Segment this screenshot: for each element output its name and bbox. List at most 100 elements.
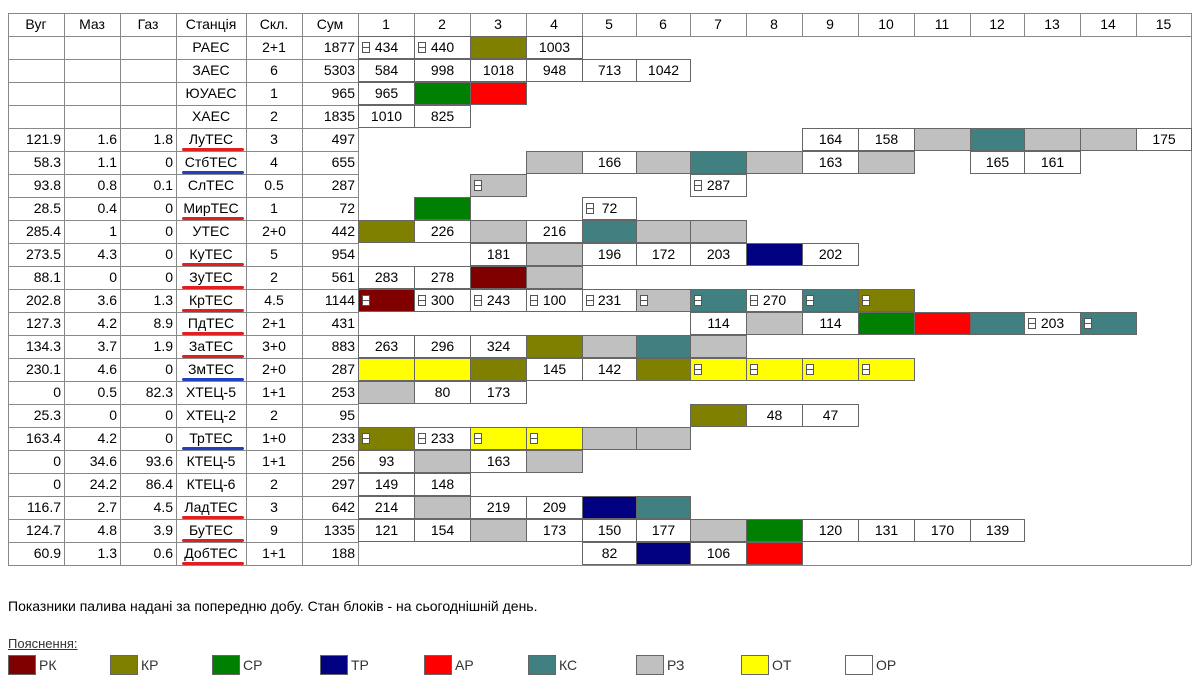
block-value: 149 xyxy=(374,476,399,492)
station-underline xyxy=(182,378,244,381)
composition-value: 1+0 xyxy=(262,430,286,446)
total-value: 497 xyxy=(331,131,355,147)
unit-block-1 xyxy=(358,381,415,404)
coal-value: 230.1 xyxy=(25,361,61,377)
unit-block-5: 196 xyxy=(582,243,637,266)
coal-value xyxy=(10,36,61,59)
gas-value: 1.9 xyxy=(153,338,173,354)
station-name: ДобТЕС xyxy=(184,545,238,561)
legend-swatch xyxy=(424,655,452,675)
unit-block-2: 825 xyxy=(414,105,471,128)
grid-line-v xyxy=(914,13,915,36)
block-value: 965 xyxy=(374,85,399,101)
grid-line-v xyxy=(636,13,637,36)
total-value: 965 xyxy=(331,85,355,101)
unit-block-4: 216 xyxy=(526,220,583,243)
gas-value: 0.6 xyxy=(153,545,173,561)
header-block-2: 2 xyxy=(438,16,446,32)
unit-block-4: 145 xyxy=(526,358,583,381)
unit-block-10: 131 xyxy=(858,519,915,542)
header-block-8: 8 xyxy=(770,16,778,32)
unit-block-1: 584 xyxy=(358,59,415,82)
grid-line-h xyxy=(8,128,358,129)
fuel-oil-value xyxy=(66,59,117,82)
block-value: 72 xyxy=(601,200,618,216)
unit-block-4: 948 xyxy=(526,59,583,82)
composition-value: 1+1 xyxy=(262,384,286,400)
fuel-oil-value: 4.2 xyxy=(97,430,117,446)
station-name: КТЕЦ-6 xyxy=(186,476,236,492)
block-value: 80 xyxy=(434,384,451,400)
grid-line-h xyxy=(8,151,358,152)
total-value: 188 xyxy=(331,545,355,561)
legend-label: КР xyxy=(141,657,159,673)
total-value: 561 xyxy=(331,269,355,285)
unit-block-10 xyxy=(858,289,915,312)
unit-block-5: 231 xyxy=(582,289,637,312)
unit-block-4: 100 xyxy=(526,289,583,312)
station-name: ХТЕЦ-5 xyxy=(185,384,237,400)
unit-block-7 xyxy=(690,335,747,358)
total-value: 431 xyxy=(331,315,355,331)
legend-label: АР xyxy=(455,657,474,673)
composition-value: 1 xyxy=(270,200,278,216)
legend-label: ОТ xyxy=(772,657,792,673)
grid-line-v xyxy=(302,13,303,565)
block-value: 164 xyxy=(818,131,843,147)
status-marker xyxy=(418,42,426,53)
station-name: ЗаТЕС xyxy=(188,338,234,354)
unit-block-14 xyxy=(1080,312,1137,335)
coal-value: 0 xyxy=(53,476,61,492)
station-name: МирТЕС xyxy=(183,200,239,216)
station-underline xyxy=(182,539,244,542)
station-name: ХТЕЦ-2 xyxy=(185,407,237,423)
gas-value: 0 xyxy=(165,154,173,170)
block-value: 196 xyxy=(597,246,622,262)
block-value: 158 xyxy=(874,131,899,147)
composition-value: 4 xyxy=(270,154,278,170)
coal-value: 93.8 xyxy=(33,177,61,193)
total-value: 1877 xyxy=(323,39,355,55)
gas-value xyxy=(122,59,173,82)
total-value: 233 xyxy=(331,430,355,446)
unit-block-1: 965 xyxy=(358,82,415,105)
block-value: 300 xyxy=(430,292,455,308)
unit-block-9 xyxy=(802,358,859,381)
unit-block-2: 300 xyxy=(414,289,471,312)
gas-value xyxy=(122,105,173,128)
coal-value: 60.9 xyxy=(33,545,61,561)
unit-block-2: 233 xyxy=(414,427,471,450)
station-name: РАЕС xyxy=(192,39,230,55)
composition-value: 3+0 xyxy=(262,338,286,354)
station-name: УТЕС xyxy=(192,223,230,239)
block-value: 170 xyxy=(930,522,955,538)
legend-swatch xyxy=(845,655,873,675)
fuel-oil-value: 4.2 xyxy=(97,315,117,331)
block-value: 154 xyxy=(430,522,455,538)
total-value: 72 xyxy=(339,200,355,216)
unit-block-6 xyxy=(636,289,691,312)
status-marker xyxy=(862,295,870,306)
unit-block-2 xyxy=(414,358,471,381)
grid-line-h xyxy=(8,565,1191,566)
unit-block-6 xyxy=(636,335,691,358)
unit-block-5: 72 xyxy=(582,197,637,220)
station-name: КрТЕС xyxy=(189,292,233,308)
station-underline xyxy=(182,309,244,312)
block-value: 166 xyxy=(597,154,622,170)
fuel-oil-value: 1.3 xyxy=(97,545,117,561)
unit-block-1 xyxy=(358,358,415,381)
header-block-4: 4 xyxy=(550,16,558,32)
block-value: 287 xyxy=(706,177,731,193)
unit-block-4 xyxy=(526,243,583,266)
unit-block-5: 166 xyxy=(582,151,637,174)
unit-block-10 xyxy=(858,358,915,381)
header-block-3: 3 xyxy=(494,16,502,32)
unit-block-13: 161 xyxy=(1024,151,1081,174)
grid-line-v xyxy=(526,13,527,36)
power-plant-status-table: Вуг Маз Газ Станція Скл. Сум 1 2 3 4 5 6 7 8 9 10 11 12 13… xyxy=(8,13,1192,566)
block-value: 1018 xyxy=(482,62,515,78)
grid-line-v xyxy=(470,13,471,36)
unit-block-3 xyxy=(470,36,527,59)
grid-line-v xyxy=(120,13,121,565)
